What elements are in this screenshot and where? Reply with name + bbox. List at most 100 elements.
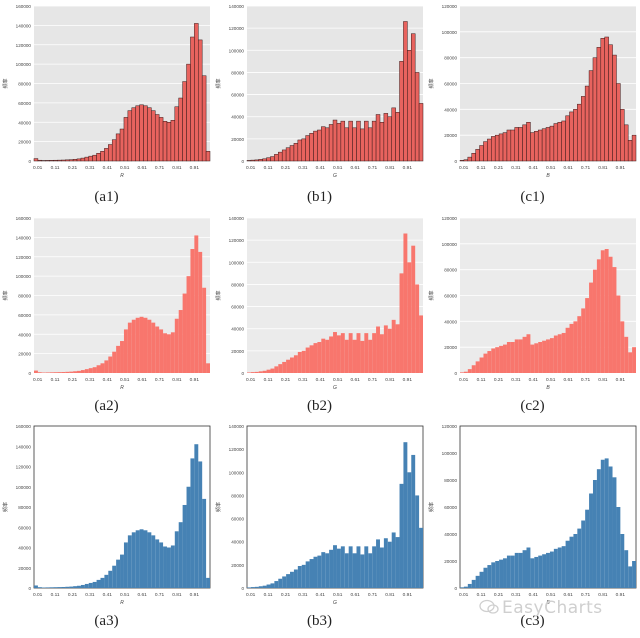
histogram-bar <box>104 574 109 588</box>
histogram-bar <box>247 372 251 373</box>
histogram-bar <box>190 249 195 373</box>
x-tick-label: 0.11 <box>264 377 273 383</box>
x-tick-label: 0.71 <box>368 592 378 598</box>
x-tick-label: 0.61 <box>563 592 573 598</box>
x-tick-label: 0.21 <box>281 592 291 598</box>
histogram-bar <box>503 344 507 373</box>
histogram-bar <box>414 72 420 162</box>
x-tick-label: 0.21 <box>281 165 291 171</box>
histogram-bar <box>463 586 468 588</box>
histogram-bar <box>616 507 621 588</box>
histogram-bar <box>561 332 566 373</box>
histogram-bar <box>620 321 625 373</box>
y-tick-label: 20000 <box>231 563 244 568</box>
histogram-bar <box>573 534 578 588</box>
y-tick-label: 60000 <box>18 525 31 530</box>
histogram-bar <box>37 159 43 162</box>
panel-b1: 0 20000 40000 60000 80000 100000 120000 140000 0… <box>213 0 426 210</box>
histogram-bar <box>491 348 496 373</box>
histogram-bar <box>491 562 496 588</box>
histogram-bar <box>170 545 175 588</box>
y-tick-label: 40000 <box>231 327 244 332</box>
y-tick-label: 120000 <box>16 255 32 260</box>
histogram-bar <box>616 83 621 162</box>
histogram-bar <box>592 269 597 373</box>
histogram-bar <box>92 367 97 373</box>
y-tick-label: 100000 <box>16 274 32 279</box>
histogram-bar <box>309 133 314 162</box>
histogram-bar <box>88 155 93 162</box>
x-tick-label: 0.91 <box>403 592 413 598</box>
histogram-bar <box>403 442 408 588</box>
y-tick-label: 80000 <box>231 282 244 287</box>
x-tick-label: 0.01 <box>246 592 256 598</box>
histogram-bar <box>344 127 349 162</box>
histogram-bar <box>495 561 500 588</box>
histogram-bar <box>131 107 136 162</box>
histogram-bar <box>321 552 326 588</box>
histogram-bar <box>372 546 377 588</box>
y-tick-label: 60000 <box>444 82 457 87</box>
x-tick-label: 0.41 <box>103 592 113 598</box>
histogram-bar <box>518 339 523 373</box>
x-tick-label: 0.41 <box>529 165 539 171</box>
x-tick-label: 0.11 <box>477 592 486 598</box>
y-axis-label: 频率 <box>215 502 222 512</box>
histogram-bar <box>135 530 140 588</box>
histogram-bar <box>399 273 404 373</box>
x-tick-label: 0.31 <box>85 377 95 383</box>
histogram-bar <box>379 334 384 373</box>
x-tick-label: 0.01 <box>33 165 43 171</box>
histogram-bar <box>530 344 535 373</box>
histogram-bar <box>100 363 105 373</box>
x-tick-label: 0.31 <box>298 592 308 598</box>
x-tick-label: 0.71 <box>155 165 165 171</box>
x-tick-label: 0.71 <box>155 592 165 598</box>
histogram-bar <box>589 493 593 588</box>
histogram-bar <box>585 298 590 373</box>
histogram-bar <box>530 558 535 588</box>
x-tick-label: 0.41 <box>103 165 113 171</box>
histogram-bar <box>600 459 605 588</box>
histogram-bar <box>411 454 416 588</box>
x-tick-label: 0.91 <box>190 165 200 171</box>
histogram-bar <box>108 356 113 373</box>
x-tick-label: 0.51 <box>546 592 556 598</box>
x-tick-label: 0.71 <box>581 377 591 383</box>
histogram-bar <box>545 127 551 162</box>
x-tick-label: 0.11 <box>51 377 60 383</box>
histogram-bar <box>174 106 179 162</box>
histogram-bar <box>155 326 160 373</box>
histogram-bar <box>460 587 464 588</box>
histogram-bar <box>96 365 101 373</box>
histogram-bar <box>80 370 85 373</box>
histogram-bar <box>333 545 337 588</box>
histogram-bar <box>246 160 252 162</box>
histogram-bar <box>383 538 388 588</box>
caption-b1: (b1) <box>307 189 332 205</box>
histogram-bar <box>561 546 566 588</box>
histogram-bar <box>182 81 187 162</box>
histogram-bar <box>88 368 93 373</box>
histogram-bar <box>495 347 500 373</box>
caption-b2: (b2) <box>307 398 332 414</box>
histogram-bar <box>76 158 82 162</box>
x-tick-label: 0.91 <box>190 592 200 598</box>
histogram-bar <box>565 327 570 373</box>
y-tick-label: 20000 <box>231 349 244 354</box>
histogram-bar <box>313 343 318 373</box>
histogram-bar <box>80 584 85 588</box>
histogram-bar <box>96 153 101 162</box>
histogram-bar <box>585 509 590 588</box>
histogram-bar <box>399 61 404 162</box>
histogram-bar <box>250 587 255 588</box>
histogram-bar <box>158 117 164 162</box>
histogram-bar <box>135 317 140 373</box>
histogram-bar <box>143 105 148 162</box>
histogram-bar <box>108 570 113 588</box>
x-tick-label: 0.91 <box>616 377 626 383</box>
histogram-bar <box>49 587 54 588</box>
histogram-bar <box>194 444 199 588</box>
panel-a1: 0 20000 40000 60000 80000 100000 120000 140000 1… <box>0 0 213 210</box>
histogram-bar <box>92 154 97 162</box>
